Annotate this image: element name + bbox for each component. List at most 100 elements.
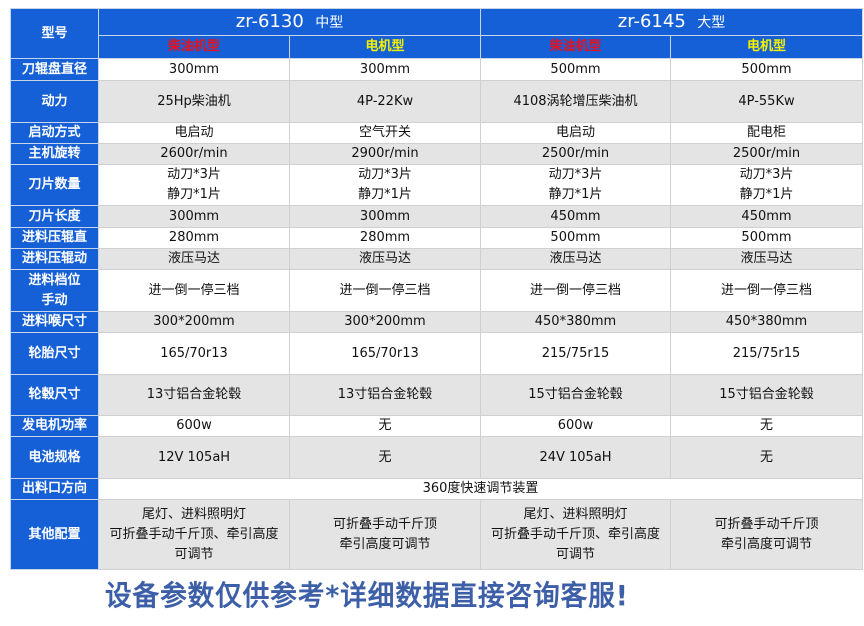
model-label: 型号 (10, 8, 99, 59)
table-cell: 450mm (670, 205, 863, 228)
table-cell: 215/75r15 (670, 332, 863, 375)
table-cell: 液压马达 (98, 248, 290, 270)
table-cell: 280mm (98, 227, 290, 249)
table-cell: 液压马达 (289, 248, 481, 270)
table-cell: 2500r/min (670, 143, 863, 165)
model-a-header: zr-6130 中型 (98, 8, 481, 36)
table-row: 轮毂尺寸 13寸铝合金轮毂 13寸铝合金轮毂 15寸铝合金轮毂 15寸铝合金轮毂 (10, 374, 863, 416)
table-cell: 13寸铝合金轮毂 (289, 374, 481, 416)
table-cell: 4P-55Kw (670, 80, 863, 123)
table-cell: 进一倒一停三档 (289, 269, 481, 312)
table-cell: 600w (98, 415, 290, 437)
row-label: 轮毂尺寸 (10, 374, 99, 416)
table-cell: 165/70r13 (289, 332, 481, 375)
table-row: 进料档位 手动 进一倒一停三档 进一倒一停三档 进一倒一停三档 进一倒一停三档 (10, 269, 863, 312)
table-cell: 无 (670, 415, 863, 437)
table-cell: 300mm (289, 58, 481, 81)
row-label: 刀片数量 (10, 164, 99, 206)
row-label: 刀片长度 (10, 205, 99, 228)
table-cell: 尾灯、进料照明灯 可折叠手动千斤顶、牵引高度 可调节 (98, 499, 290, 570)
table-cell: 280mm (289, 227, 481, 249)
table-cell: 360度快速调节装置 (98, 478, 863, 500)
table-cell: 12V 105aH (98, 436, 290, 479)
row-label: 进料喉尺寸 (10, 311, 99, 333)
table-row: 电池规格 12V 105aH 无 24V 105aH 无 (10, 436, 863, 479)
spec-table: 型号 zr-6130 中型 zr-6145 大型 柴油机型 电机型 柴油机型 电机型 … (10, 8, 863, 570)
table-cell: 进一倒一停三档 (98, 269, 290, 312)
row-label: 出料口方向 (10, 478, 99, 500)
table-cell: 进一倒一停三档 (670, 269, 863, 312)
table-cell: 可折叠手动千斤顶 牵引高度可调节 (289, 499, 481, 570)
table-cell: 450*380mm (480, 311, 671, 333)
row-label: 轮胎尺寸 (10, 332, 99, 375)
row-label: 进料压辊直 (10, 227, 99, 249)
table-cell: 无 (289, 436, 481, 479)
model-b-header: zr-6145 大型 (480, 8, 863, 36)
table-cell: 无 (670, 436, 863, 479)
table-row: 出料口方向 360度快速调节装置 (10, 478, 863, 500)
table-cell: 配电柜 (670, 122, 863, 144)
table-row: 进料压辊动 液压马达 液压马达 液压马达 液压马达 (10, 248, 863, 270)
row-label: 进料压辊动 (10, 248, 99, 270)
table-row: 启动方式 电启动 空气开关 电启动 配电柜 (10, 122, 863, 144)
table-cell: 动刀*3片 静刀*1片 (480, 164, 671, 206)
table-row: 发电机功率 600w 无 600w 无 (10, 415, 863, 437)
row-label: 刀辊盘直径 (10, 58, 99, 81)
row-label: 电池规格 (10, 436, 99, 479)
table-row: 轮胎尺寸 165/70r13 165/70r13 215/75r15 215/75r15 (10, 332, 863, 375)
variant-header: 电机型 (289, 35, 481, 59)
table-cell: 2500r/min (480, 143, 671, 165)
table-cell: 15寸铝合金轮毂 (480, 374, 671, 416)
row-label: 主机旋转 (10, 143, 99, 165)
table-cell: 24V 105aH (480, 436, 671, 479)
table-cell: 600w (480, 415, 671, 437)
table-row: 进料喉尺寸 300*200mm 300*200mm 450*380mm 450*380m… (10, 311, 863, 333)
table-cell: 500mm (480, 227, 671, 249)
row-label: 进料档位 手动 (10, 269, 99, 312)
table-cell: 2600r/min (98, 143, 290, 165)
table-cell: 300mm (98, 205, 290, 228)
variant-header: 电机型 (670, 35, 863, 59)
table-cell: 尾灯、进料照明灯 可折叠手动千斤顶、牵引高度 可调节 (480, 499, 671, 570)
table-cell: 300mm (289, 205, 481, 228)
table-cell: 300*200mm (98, 311, 290, 333)
variant-header: 柴油机型 (98, 35, 290, 59)
table-row: 刀辊盘直径 300mm 300mm 500mm 500mm (10, 58, 863, 81)
footer-disclaimer: 设备参数仅供参考*详细数据直接咨询客服! (105, 579, 629, 612)
table-cell: 500mm (480, 58, 671, 81)
table-cell: 进一倒一停三档 (480, 269, 671, 312)
table-cell: 2900r/min (289, 143, 481, 165)
table-cell: 450mm (480, 205, 671, 228)
table-cell: 500mm (670, 58, 863, 81)
table-cell: 可折叠手动千斤顶 牵引高度可调节 (670, 499, 863, 570)
table-cell: 215/75r15 (480, 332, 671, 375)
table-cell: 动刀*3片 静刀*1片 (670, 164, 863, 206)
table-cell: 300mm (98, 58, 290, 81)
table-row: 动力 25Hp柴油机 4P-22Kw 4108涡轮增压柴油机 4P-55Kw (10, 80, 863, 123)
table-row: 其他配置 尾灯、进料照明灯 可折叠手动千斤顶、牵引高度 可调节 可折叠手动千斤顶 牵… (10, 499, 863, 570)
table-cell: 450*380mm (670, 311, 863, 333)
table-cell: 4108涡轮增压柴油机 (480, 80, 671, 123)
row-label: 其他配置 (10, 499, 99, 570)
table-cell: 电启动 (98, 122, 290, 144)
table-cell: 动刀*3片 静刀*1片 (289, 164, 481, 206)
variant-header: 柴油机型 (480, 35, 671, 59)
table-cell: 电启动 (480, 122, 671, 144)
table-cell: 动刀*3片 静刀*1片 (98, 164, 290, 206)
table-cell: 4P-22Kw (289, 80, 481, 123)
table-row: 刀片长度 300mm 300mm 450mm 450mm (10, 205, 863, 228)
table-row: 刀片数量 动刀*3片 静刀*1片 动刀*3片 静刀*1片 动刀*3片 静刀*1片 动刀*… (10, 164, 863, 206)
table-row: 进料压辊直 280mm 280mm 500mm 500mm (10, 227, 863, 249)
table-row: 主机旋转 2600r/min 2900r/min 2500r/min 2500r/min (10, 143, 863, 165)
table-cell: 500mm (670, 227, 863, 249)
row-label: 启动方式 (10, 122, 99, 144)
table-cell: 300*200mm (289, 311, 481, 333)
table-cell: 165/70r13 (98, 332, 290, 375)
table-cell: 液压马达 (670, 248, 863, 270)
table-cell: 液压马达 (480, 248, 671, 270)
table-cell: 15寸铝合金轮毂 (670, 374, 863, 416)
table-cell: 无 (289, 415, 481, 437)
table-cell: 13寸铝合金轮毂 (98, 374, 290, 416)
row-label: 发电机功率 (10, 415, 99, 437)
table-cell: 25Hp柴油机 (98, 80, 290, 123)
